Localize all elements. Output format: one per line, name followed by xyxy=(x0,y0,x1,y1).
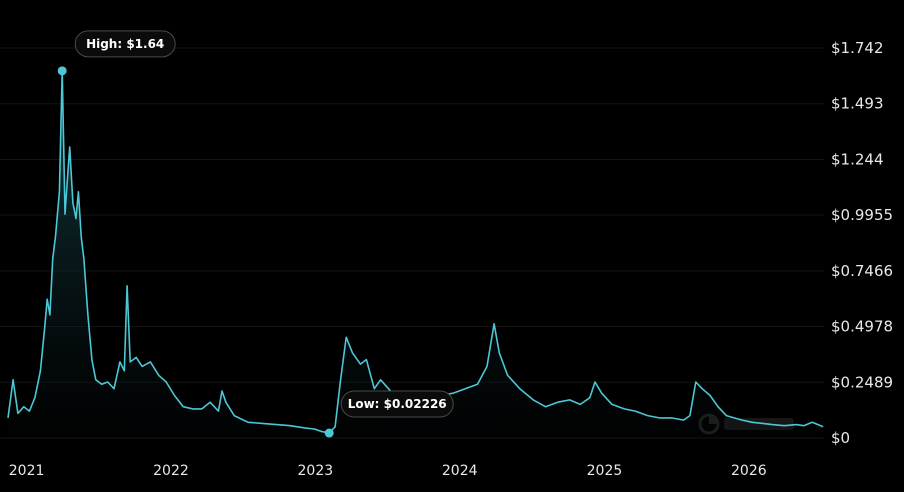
y-tick-label: $0.2489 xyxy=(831,373,893,391)
x-tick-label: 2023 xyxy=(298,463,334,479)
annotation-marker xyxy=(324,428,334,438)
x-tick-label: 2025 xyxy=(587,463,623,479)
x-axis: 2021 2022 2023 2024 2025 2026 xyxy=(9,463,767,479)
high-annotation: High: $1.64 xyxy=(57,30,176,76)
y-tick-label: $0.9955 xyxy=(831,206,893,224)
annotations: High: $1.64 Low: $0.02226 xyxy=(57,30,454,438)
x-tick-label: 2021 xyxy=(9,463,45,479)
y-tick-label: $0 xyxy=(831,429,850,447)
y-tick-label: $0.4978 xyxy=(831,318,893,336)
y-tick-label: $1.742 xyxy=(831,39,884,57)
annotation-label: High: $1.64 xyxy=(86,37,164,51)
x-tick-label: 2026 xyxy=(731,463,767,479)
annotation-box xyxy=(74,30,176,58)
y-axis: $0 $0.2489 $0.4978 $0.7466 $0.9955 $1.244 $1.4… xyxy=(831,39,893,447)
annotation-box xyxy=(340,390,454,418)
x-tick-label: 2024 xyxy=(442,463,478,479)
price-area-fill xyxy=(8,70,824,439)
y-tick-label: $1.244 xyxy=(831,150,884,168)
annotation-label: Low: $0.02226 xyxy=(348,397,447,411)
y-tick-label: $1.493 xyxy=(831,95,884,113)
annotation-marker xyxy=(57,66,67,76)
x-tick-label: 2022 xyxy=(153,463,189,479)
low-annotation: Low: $0.02226 xyxy=(324,390,454,438)
y-tick-label: $0.7466 xyxy=(831,262,893,280)
